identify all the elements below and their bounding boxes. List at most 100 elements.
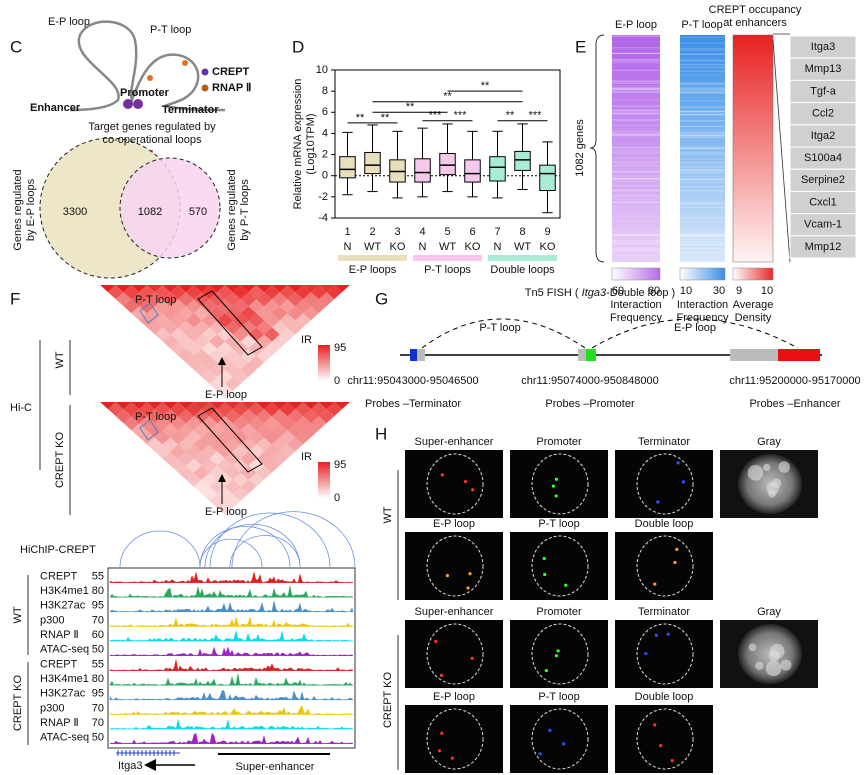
nucleus-outline xyxy=(531,535,589,597)
image-label: Double loop xyxy=(635,691,694,703)
hic-cell xyxy=(264,327,280,342)
rnap-dot xyxy=(147,75,153,81)
hic-cell xyxy=(123,416,140,431)
fish-dot xyxy=(554,654,559,658)
gene-label: Mmp12 xyxy=(805,241,842,253)
hic-cell xyxy=(256,465,272,480)
rnap-dot xyxy=(182,60,188,66)
hic-cell xyxy=(271,306,288,321)
significance-label: ** xyxy=(481,80,490,92)
hic-cell xyxy=(201,472,218,487)
ir-min: 0 xyxy=(334,492,340,504)
hic-cell xyxy=(162,451,179,466)
loop-arc xyxy=(204,523,301,568)
hic-cell xyxy=(287,423,304,438)
signal-track xyxy=(109,585,354,598)
method-label: Hi-C xyxy=(10,402,32,414)
hic-cell xyxy=(264,416,280,431)
fish-image xyxy=(615,705,713,773)
hic-cell xyxy=(193,451,210,466)
hic-cell xyxy=(217,327,233,342)
hic-cell xyxy=(139,430,155,445)
gene-label: Cxcl1 xyxy=(809,196,837,208)
venn-count: 570 xyxy=(189,206,207,218)
colorbar-label: Interaction xyxy=(610,299,661,311)
hic-cell xyxy=(201,341,218,356)
track-max: 80 xyxy=(92,585,104,597)
x-tick-label: 9 xyxy=(544,226,550,238)
fish-dot xyxy=(437,749,442,753)
hic-cell xyxy=(217,341,233,356)
image-label: E-P loop xyxy=(433,691,475,703)
hic-cell xyxy=(295,299,311,314)
plot-frame xyxy=(334,69,561,219)
y-axis-label: Relative mRNA expression xyxy=(292,79,304,210)
gene-label: Tgf-a xyxy=(810,85,837,97)
hic-cell xyxy=(178,409,194,424)
fish-dot xyxy=(470,656,474,660)
hic-cell xyxy=(185,444,202,459)
hic-cell xyxy=(162,409,179,424)
hic-cell xyxy=(248,472,265,487)
colorbar-label: Interaction xyxy=(677,299,728,311)
venn-label: by P-T loops xyxy=(239,179,251,241)
box xyxy=(364,151,381,175)
track-name: H3K4me1 xyxy=(40,673,89,685)
colorbar-tick: 60 xyxy=(612,285,624,297)
loop-label: E-P loop xyxy=(205,506,247,518)
fish-dot xyxy=(562,742,566,746)
group-label: P-T loops xyxy=(424,264,471,276)
title-part: Tn5 FISH ( xyxy=(525,287,582,299)
y-axis-label: (Log10TPM) xyxy=(305,113,317,174)
hic-cell xyxy=(232,444,249,459)
fish-dot xyxy=(644,651,648,656)
gene-label: Itga2 xyxy=(811,130,835,142)
condition-label: CREPT KO xyxy=(12,675,24,731)
hic-cell xyxy=(209,376,225,391)
panel-letter: F xyxy=(10,289,20,308)
group-bar xyxy=(413,255,482,261)
loop-arc xyxy=(199,526,291,568)
hic-cell xyxy=(279,327,296,342)
ep-box xyxy=(197,407,263,473)
image-label: Promoter xyxy=(536,436,582,448)
panel-letter: D xyxy=(292,37,304,56)
hic-cell xyxy=(193,334,210,349)
colorbar-label: Average xyxy=(733,299,774,311)
legend-dot xyxy=(201,68,209,76)
ir-label: IR xyxy=(301,334,312,346)
signal-track xyxy=(109,616,354,627)
hic-cell xyxy=(225,451,241,466)
track-max: 70 xyxy=(92,614,104,626)
coordinate-label: chr11:95074000-950848000 xyxy=(521,375,658,387)
fish-dot xyxy=(564,583,568,587)
image-label: Super-enhancer xyxy=(415,606,494,618)
fish-dot xyxy=(542,556,546,561)
condition-label: N xyxy=(494,241,502,253)
hic-cell xyxy=(271,451,288,466)
fish-dot xyxy=(445,573,450,578)
hic-cell xyxy=(225,334,241,349)
ir-min: 0 xyxy=(334,375,340,387)
fish-dot xyxy=(554,477,559,481)
box xyxy=(464,159,481,183)
hic-cell xyxy=(139,416,155,431)
track-max: 70 xyxy=(92,702,104,714)
colorbar xyxy=(679,267,726,281)
hic-cell xyxy=(217,369,233,384)
x-tick-label: 1 xyxy=(344,226,350,238)
hic-cell xyxy=(279,299,296,314)
label: Promoter xyxy=(120,87,170,99)
colorbar-tick: 10 xyxy=(680,285,692,297)
hic-cell xyxy=(232,341,249,356)
hic-cell xyxy=(193,465,210,480)
x-tick-label: 2 xyxy=(369,226,375,238)
hic-cell xyxy=(264,430,280,445)
fish-dot xyxy=(653,723,657,727)
venn-label: Genes regulated xyxy=(12,169,24,250)
hic-cell xyxy=(178,348,194,363)
region xyxy=(417,349,425,361)
legend-label: RNAP Ⅱ xyxy=(212,82,251,94)
colorbar-tick: 10 xyxy=(761,285,773,297)
hic-cell xyxy=(185,430,202,445)
